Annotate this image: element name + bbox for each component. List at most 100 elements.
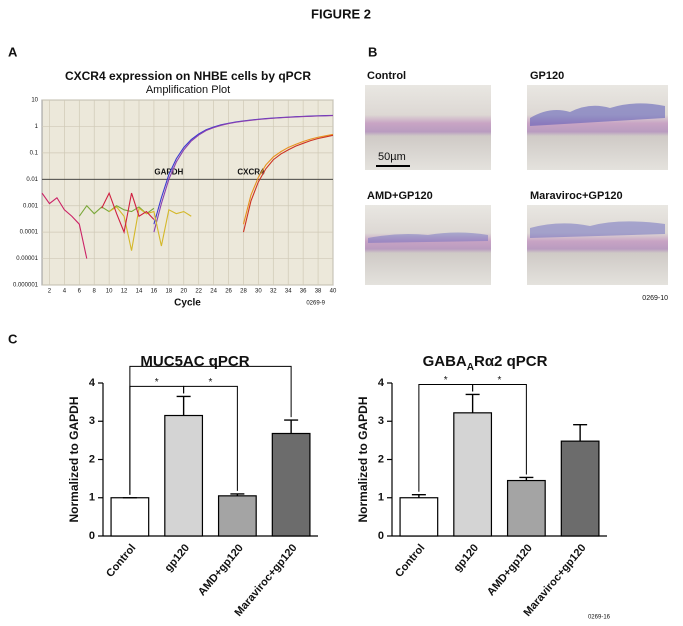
y-tick-label: 4	[89, 377, 96, 389]
micrograph	[365, 85, 491, 170]
error-bar	[284, 419, 299, 434]
x-tick-label: 4	[63, 289, 67, 295]
significance-label: *	[155, 377, 159, 388]
x-tick-label: 40	[330, 289, 337, 295]
chart-title: CXCR4 expression on NHBE cells by qPCR	[65, 69, 311, 83]
x-tick-label: AMD+gp120	[196, 542, 246, 598]
panel-label: C	[8, 331, 18, 346]
x-tick-label: 6	[78, 289, 82, 295]
y-tick-label: 3	[89, 415, 95, 427]
title-part: GABA	[423, 353, 467, 370]
figure-title: FIGURE 2	[311, 6, 371, 21]
y-tick-label: 0.01	[26, 177, 38, 183]
title-part: A	[467, 362, 474, 373]
significance-bracket	[183, 385, 238, 491]
x-tick-label: 38	[315, 289, 322, 295]
x-tick-label: gp120	[163, 542, 193, 574]
series-line	[242, 133, 334, 225]
y-tick-label: 3	[378, 415, 384, 427]
x-tick-label: 22	[195, 289, 202, 295]
bar	[110, 497, 150, 537]
series-line	[41, 192, 88, 259]
micrograph-label: Maraviroc+GP120	[530, 190, 623, 202]
bar	[217, 495, 257, 537]
y-tick-label: 1	[35, 124, 39, 130]
y-tick-label: 1	[89, 492, 95, 504]
figure-code: 0269-10	[642, 295, 668, 302]
bar	[560, 440, 600, 537]
stain	[530, 221, 665, 238]
y-tick-label: 4	[378, 377, 385, 389]
chart-title: GABAARα2 qPCR	[423, 353, 548, 373]
significance-label: *	[498, 375, 502, 386]
y-axis-label: Normalized to GAPDH	[356, 396, 370, 522]
x-tick-label: Control	[393, 542, 427, 580]
x-axis-label: Cycle	[174, 298, 201, 309]
bar	[506, 479, 546, 537]
micrograph-label: AMD+GP120	[367, 190, 433, 202]
x-tick-label: 18	[166, 289, 173, 295]
chart-title: MUC5AC qPCR	[140, 353, 249, 370]
significance-label: *	[209, 377, 213, 388]
significance-label: *	[444, 375, 448, 386]
annotation: CXCR4	[237, 167, 265, 176]
stain	[368, 232, 488, 243]
micrograph-panel: Control GP120 AMD+GP120 Maraviroc+GP120 …	[365, 70, 668, 302]
y-tick-label: 0.0001	[20, 230, 39, 236]
error-bar	[230, 493, 245, 496]
y-tick-label: 0.000001	[13, 283, 39, 289]
y-tick-label: 0	[378, 530, 384, 542]
bar	[453, 412, 493, 537]
x-tick-label: AMD+gp120	[485, 542, 535, 598]
series-line	[108, 206, 192, 251]
y-tick-label: 0	[89, 530, 95, 542]
panel-label: A	[8, 44, 18, 59]
series-line	[78, 204, 155, 217]
x-tick-label: 12	[121, 289, 128, 295]
series-line	[153, 115, 334, 233]
micrograph-label: GP120	[530, 70, 564, 82]
error-bar	[573, 423, 588, 442]
bar	[271, 432, 311, 537]
significance-bracket	[472, 383, 527, 475]
figure-code: 0269-9	[306, 301, 325, 307]
micrograph-label: Control	[367, 70, 406, 82]
y-tick-label: 2	[89, 453, 95, 465]
x-tick-label: 16	[151, 289, 158, 295]
micrograph	[365, 205, 491, 285]
x-tick-label: 20	[180, 289, 187, 295]
bar	[399, 497, 439, 537]
error-bar	[519, 476, 534, 481]
x-tick-label: gp120	[452, 542, 482, 574]
y-tick-label: 1	[378, 492, 384, 504]
x-tick-label: 28	[240, 289, 247, 295]
x-tick-label: 2	[48, 289, 52, 295]
figure-code: 0269-16	[588, 615, 611, 621]
x-tick-label: 14	[136, 289, 143, 295]
x-tick-label: 30	[255, 289, 262, 295]
annotation: GAPDH	[154, 167, 183, 176]
y-tick-label: 0.00001	[16, 256, 38, 262]
y-tick-label: 0.1	[30, 150, 39, 156]
x-tick-label: 34	[285, 289, 292, 295]
plot-area	[41, 99, 334, 286]
stain	[530, 103, 665, 126]
x-tick-label: Control	[104, 542, 138, 580]
significance-label: *	[209, 357, 213, 368]
y-axis-label: Normalized to GAPDH	[67, 396, 81, 522]
x-tick-label: 32	[270, 289, 277, 295]
y-tick-label: 2	[378, 453, 384, 465]
panel-label: B	[368, 44, 377, 59]
bar	[164, 414, 204, 537]
significance-bracket	[129, 365, 292, 495]
y-tick-label: 0.001	[23, 203, 39, 209]
y-tick-label: 10	[31, 98, 38, 104]
x-tick-label: 36	[300, 289, 307, 295]
series-line	[242, 134, 334, 233]
error-bar	[411, 493, 426, 498]
chart-subtitle: Amplification Plot	[146, 84, 230, 96]
x-tick-label: 26	[225, 289, 232, 295]
micrograph	[527, 85, 668, 170]
scale-bar-label: 50µm	[378, 151, 406, 163]
